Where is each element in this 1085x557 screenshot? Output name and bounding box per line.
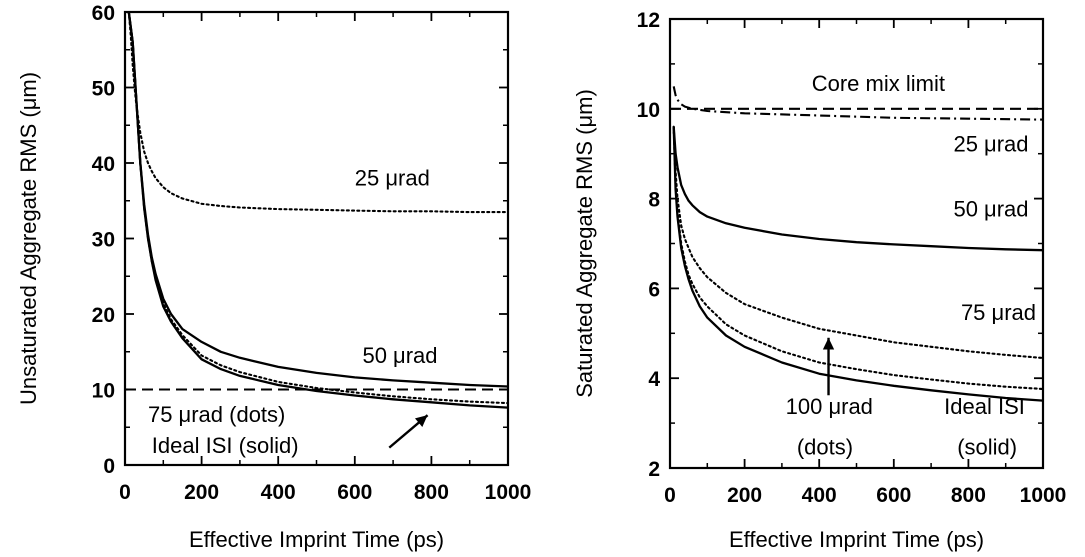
series-line-25-urad [672, 86, 1043, 121]
y-tick-label: 0 [103, 455, 115, 478]
series-line-50-urad [127, 12, 508, 388]
x-tick-label: 800 [951, 484, 986, 507]
annotation-label: 50 μrad [362, 343, 437, 368]
x-tick-label: 400 [261, 481, 296, 504]
chart-panel-unsaturated: 0 200 400 600 800 1000 0 10 20 30 40 50 60 Effective … [16, 2, 531, 552]
y-tick-label: 20 [92, 304, 115, 327]
y-tick-label: 10 [92, 380, 115, 403]
x-tick-label: 600 [337, 481, 372, 504]
y-tick-label: 8 [648, 189, 660, 212]
x-tick-label: 800 [414, 481, 449, 504]
series-line-50-urad [672, 126, 1043, 252]
series-line-ideal-isi [672, 126, 1043, 402]
x-tick-label: 200 [727, 484, 762, 507]
y-tick-label: 4 [648, 368, 660, 391]
annotation-label: 100 μrad [786, 394, 873, 419]
y-axis-title: Saturated Aggregate RMS (μm) [572, 89, 597, 398]
y-tick-label: 10 [637, 99, 660, 122]
annotation-label: Ideal ISI [944, 394, 1025, 419]
y-tick-label: 12 [637, 9, 660, 32]
arrow-head [414, 415, 428, 428]
series-line-25-urad [127, 12, 508, 214]
annotation-label: 50 μrad [953, 197, 1028, 222]
chart-panel-saturated: 0 200 400 600 800 1000 2 4 6 8 10 12 Effective Impri… [572, 9, 1066, 552]
series-line-75-urad [672, 125, 1043, 360]
y-tick-label: 6 [648, 278, 660, 301]
annotation-label: 75 μrad [961, 300, 1036, 325]
y-tick-label: 40 [92, 153, 115, 176]
annotation-label: 75 μrad (dots) [148, 402, 285, 427]
x-tick-label: 1000 [1020, 484, 1067, 507]
x-tick-label: 200 [184, 481, 219, 504]
annotation-label: (solid) [957, 435, 1017, 460]
x-tick-label: 0 [119, 481, 131, 504]
y-tick-label: 2 [648, 458, 660, 481]
y-tick-label: 60 [92, 2, 115, 25]
x-tick-label: 600 [876, 484, 911, 507]
x-tick-label: 0 [664, 484, 676, 507]
x-axis-title: Effective Imprint Time (ps) [189, 527, 444, 552]
plot-frame [123, 10, 510, 467]
annotation-label: (dots) [797, 435, 853, 460]
annotation-label: Core mix limit [812, 71, 945, 96]
annotation-label: Ideal ISI (solid) [152, 433, 299, 458]
y-axis-title: Unsaturated Aggregate RMS (μm) [16, 72, 41, 405]
x-tick-label: 400 [802, 484, 837, 507]
annotation-label: 25 μrad [953, 131, 1028, 156]
y-tick-label: 30 [92, 229, 115, 252]
arrow-head [822, 337, 835, 350]
x-axis-title: Effective Imprint Time (ps) [729, 527, 984, 552]
y-tick-label: 50 [92, 78, 115, 101]
series-line-100-urad [672, 125, 1043, 391]
x-tick-label: 1000 [485, 481, 532, 504]
series-group [670, 86, 1043, 402]
series-group [125, 12, 508, 409]
series-line-75-urad [127, 12, 508, 405]
annotation-label: 25 μrad [355, 166, 430, 191]
